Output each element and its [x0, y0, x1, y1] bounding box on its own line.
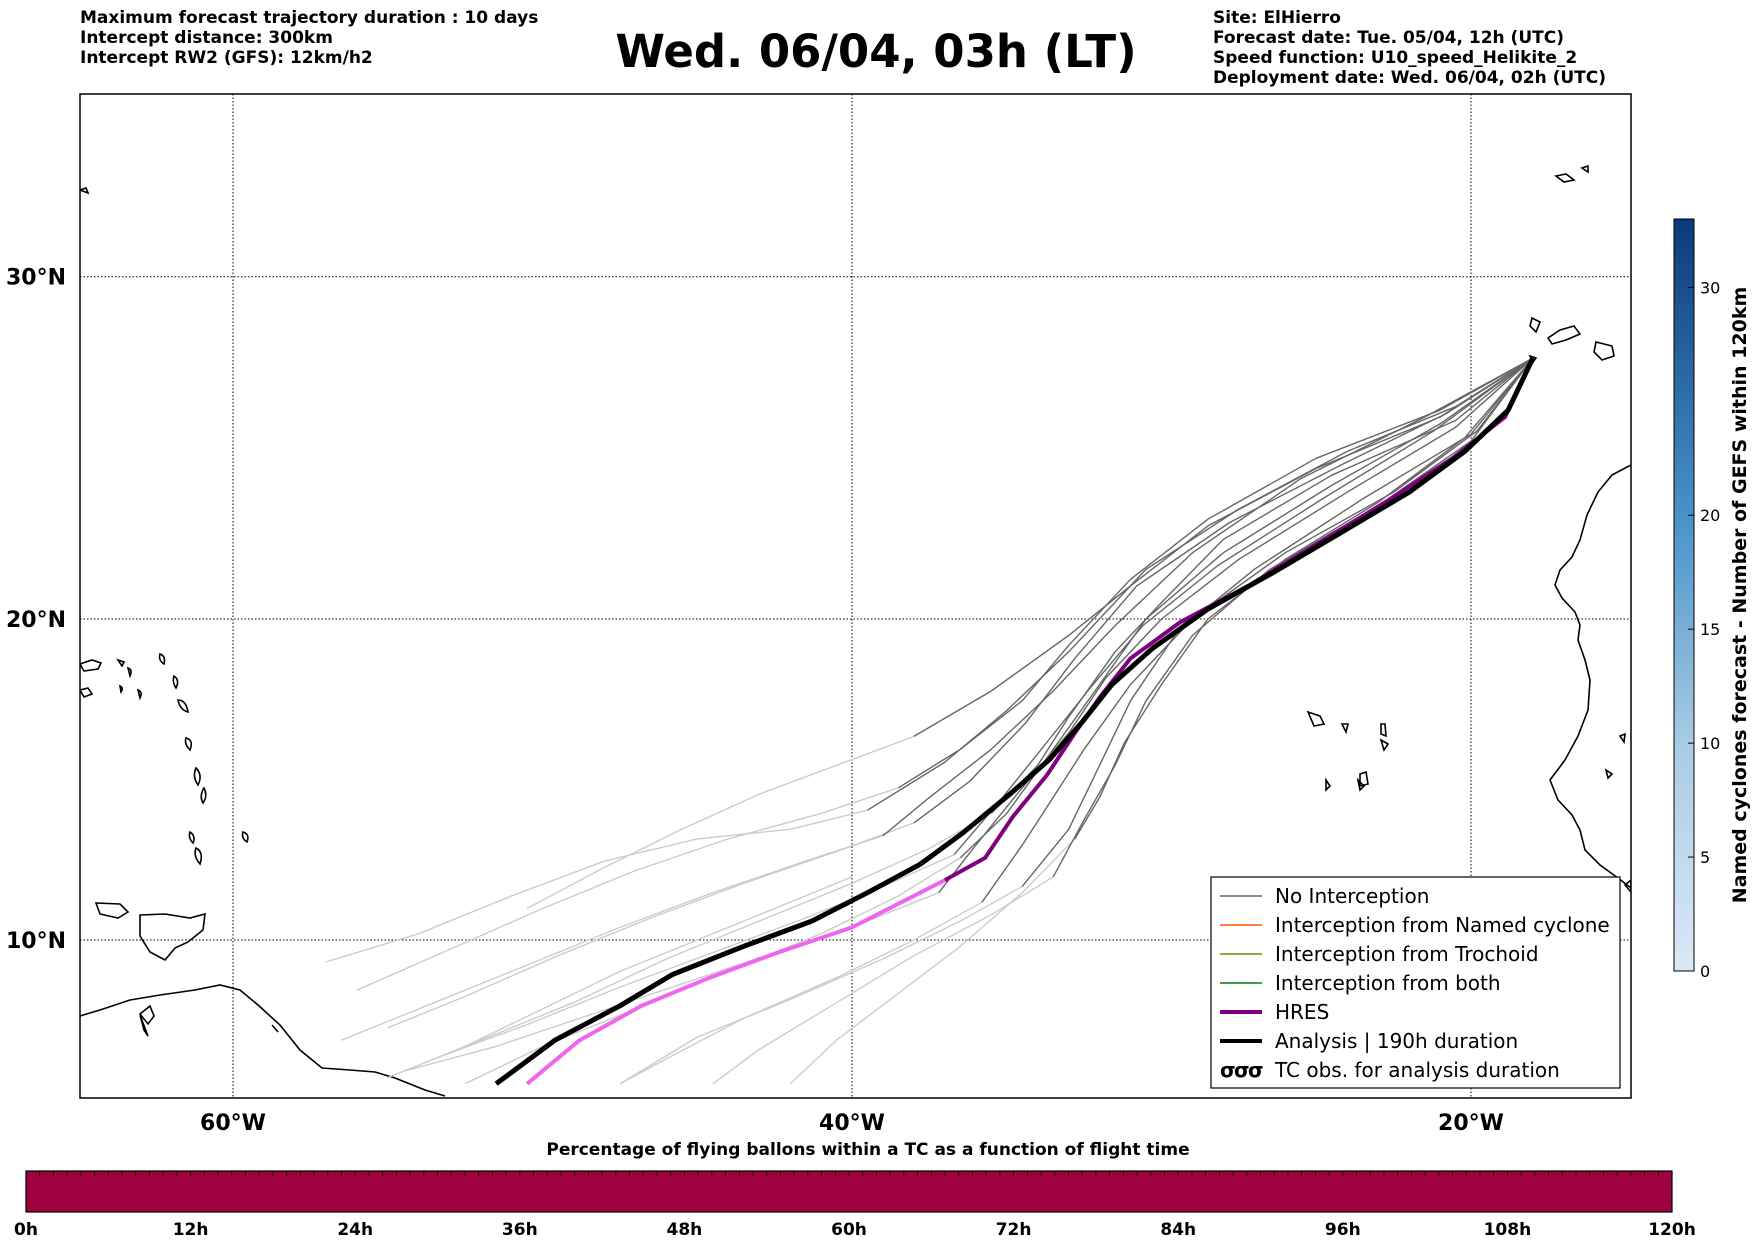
colorbar-tick-label: 15 — [1700, 620, 1720, 639]
light-trajectory — [619, 901, 983, 1085]
intercept-distance-text: Intercept distance: 300km — [80, 28, 333, 48]
site-info: Site: ElHierro Forecast date: Tue. 05/04… — [1213, 8, 1606, 88]
time-tick-label: 108h — [1484, 1220, 1532, 1240]
light-trajectory — [418, 812, 992, 1066]
tc-symbol-icon: σ — [1234, 1058, 1250, 1082]
analysis-trajectory — [494, 357, 1536, 1086]
speed-function-text: Speed function: U10_speed_Helikite_2 — [1213, 48, 1578, 68]
legend-label: Interception from Named cyclone — [1275, 913, 1610, 937]
africa-coast — [1549, 464, 1631, 889]
light-trajectory — [387, 876, 853, 1079]
madeira-coast — [1554, 164, 1589, 183]
cape-verde-coast — [1306, 710, 1390, 792]
intercept-rw2-text: Intercept RW2 (GFS): 12km/h2 — [80, 48, 373, 68]
map-frame — [79, 93, 1632, 1099]
legend-box — [1210, 876, 1621, 1089]
colorbar-tick-label: 30 — [1700, 278, 1720, 297]
time-tick-label: 12h — [173, 1220, 209, 1240]
light-trajectory — [526, 735, 915, 910]
light-trajectory — [341, 835, 884, 1041]
light-trajectory — [325, 809, 868, 963]
colorbar-tick-label: 0 — [1700, 962, 1710, 981]
no-interception-trajectory — [898, 357, 1534, 789]
light-trajectory — [712, 876, 1054, 1085]
legend-item: HRES — [1220, 1000, 1329, 1024]
time-tick-label: 72h — [996, 1220, 1032, 1240]
legend-label: Analysis | 190h duration — [1275, 1029, 1518, 1053]
legend-label: Interception from Trochoid — [1275, 942, 1539, 966]
no-interception-trajectory — [953, 357, 1534, 856]
light-trajectory — [619, 885, 1023, 1085]
flight-time-bar: Percentage of flying ballons within a TC… — [14, 1140, 1696, 1240]
colorbar-title: Named cyclones forecast - Number of GEFS… — [1729, 287, 1751, 904]
no-interception-trajectory — [938, 357, 1534, 894]
time-tick-label: 48h — [667, 1220, 703, 1240]
time-tick-label: 0h — [14, 1220, 38, 1240]
caribbean-islets — [80, 187, 279, 1037]
lesser-antilles-coast — [118, 652, 207, 866]
colorbar-tick-label: 5 — [1700, 848, 1710, 867]
light-trajectory — [356, 787, 899, 991]
west-africa-islets — [1604, 732, 1631, 894]
colorbar-tick-label: 10 — [1700, 734, 1720, 753]
legend-item: Interception from Named cyclone — [1220, 913, 1610, 937]
cyclone-colorbar: 0 5 10 15 20 30 Named cyclones forecast - Num… — [1673, 218, 1751, 981]
lon-label: 20°W — [1438, 1111, 1504, 1136]
forecast-date-text: Forecast date: Tue. 05/04, 12h (UTC) — [1213, 28, 1564, 48]
no-interception-trajectory — [913, 357, 1534, 738]
flight-time-bar-fill — [25, 1170, 1673, 1213]
time-tick-label: 60h — [831, 1220, 867, 1240]
barbados-coast — [241, 831, 249, 844]
lon-label: 40°W — [819, 1111, 885, 1136]
time-tick-label: 120h — [1648, 1220, 1696, 1240]
legend-item: σσσ TC obs. for analysis duration — [1220, 1058, 1560, 1082]
tc-symbol-icon: σ — [1220, 1058, 1236, 1082]
hres-trajectory-late — [525, 878, 946, 1086]
canary-islands-coast — [1528, 316, 1615, 364]
time-tick-label: 96h — [1325, 1220, 1361, 1240]
coastlines — [80, 164, 1631, 1097]
no-interception-trajectory — [913, 357, 1534, 824]
legend-label: Interception from both — [1275, 971, 1501, 995]
max-duration-text: Maximum forecast trajectory duration : 1… — [80, 8, 539, 28]
longitude-labels: 60°W 40°W 20°W — [200, 1111, 1504, 1136]
no-interception-trajectory — [981, 357, 1534, 903]
flight-time-bar-title: Percentage of flying ballons within a TC… — [546, 1140, 1189, 1160]
tobago-coast — [94, 902, 206, 962]
legend-label: HRES — [1275, 1000, 1329, 1024]
south-america-coast — [80, 984, 446, 1097]
lat-label: 10°N — [6, 929, 66, 954]
latitude-labels: 30°N 20°N 10°N — [6, 266, 66, 954]
no-interception-trajectory — [990, 357, 1534, 814]
legend-item: Interception from both — [1220, 971, 1501, 995]
greater-antilles-coast — [80, 658, 126, 698]
deployment-date-text: Deployment date: Wed. 06/04, 02h (UTC) — [1213, 68, 1607, 88]
legend-label: No Interception — [1275, 884, 1429, 908]
time-tick-label: 36h — [502, 1220, 538, 1240]
time-tick-label: 24h — [337, 1220, 373, 1240]
lat-label: 30°N — [6, 266, 66, 291]
lat-label: 20°N — [6, 608, 66, 633]
no-interception-trajectory — [882, 357, 1534, 837]
lon-label: 60°W — [200, 1111, 266, 1136]
trinidad-coast — [138, 1004, 155, 1026]
colorbar-gradient — [1673, 218, 1695, 972]
forecast-parameters: Maximum forecast trajectory duration : 1… — [80, 8, 538, 68]
legend-item: No Interception — [1220, 884, 1429, 908]
colorbar-tick-label: 20 — [1700, 506, 1720, 525]
time-tick-label: 84h — [1160, 1220, 1196, 1240]
legend: No Interception Interception from Named c… — [1210, 876, 1621, 1089]
legend-item: Interception from Trochoid — [1220, 942, 1539, 966]
light-trajectory — [789, 838, 1076, 1085]
legend-label: TC obs. for analysis duration — [1274, 1058, 1560, 1082]
light-trajectory — [387, 822, 915, 1029]
site-text: Site: ElHierro — [1213, 8, 1341, 28]
trajectory-layer — [325, 357, 1536, 1086]
no-interception-trajectory — [1052, 357, 1534, 878]
legend-item: Analysis | 190h duration — [1220, 1029, 1518, 1053]
tc-symbol-icon: σ — [1248, 1058, 1264, 1082]
no-interception-trajectory — [1074, 357, 1534, 840]
page-title: Wed. 06/04, 03h (LT) — [615, 25, 1137, 78]
